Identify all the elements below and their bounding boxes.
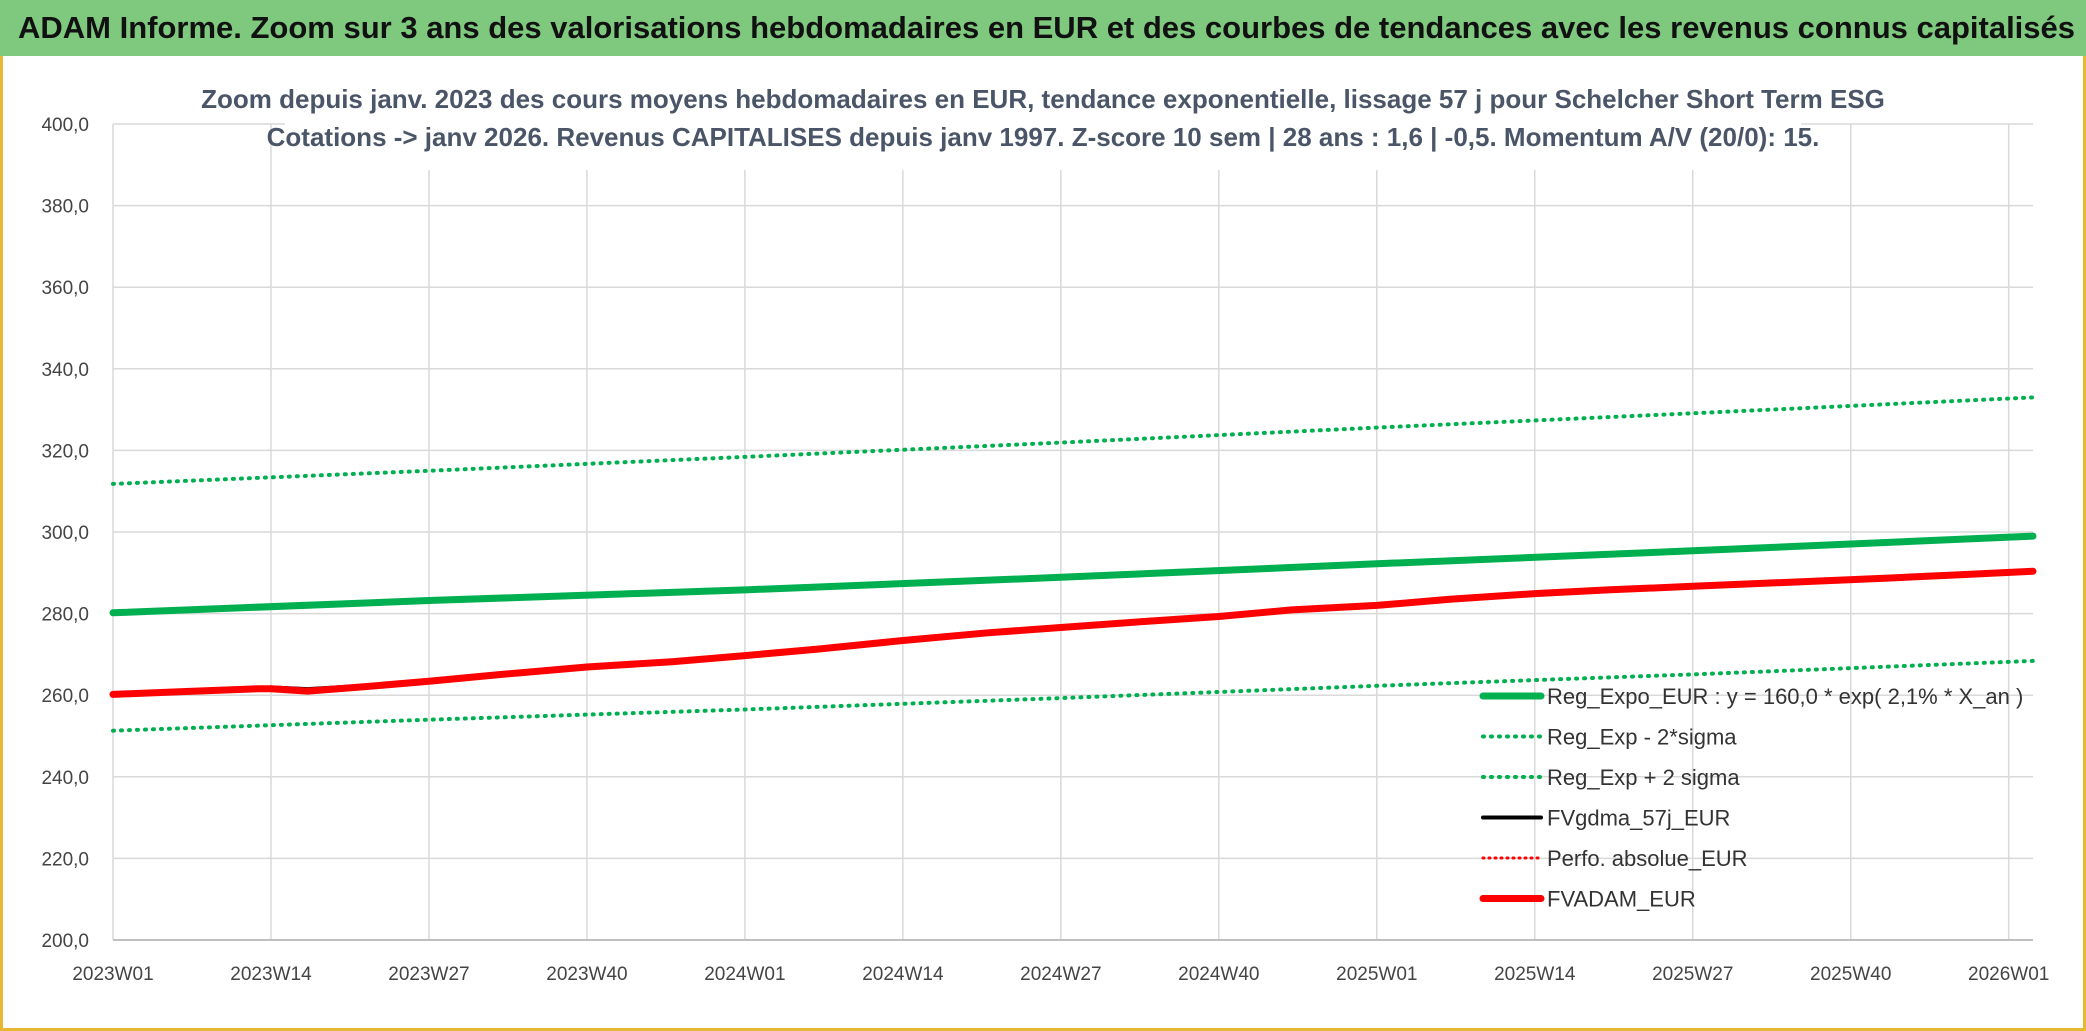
legend: Reg_Expo_EUR : y = 160,0 * exp( 2,1% * X… xyxy=(1479,684,2023,912)
x-tick-label: 2024W27 xyxy=(1020,964,1101,985)
chart-title: Zoom depuis janv. 2023 des cours moyens … xyxy=(201,84,1885,114)
y-tick-label: 340,0 xyxy=(41,360,89,381)
legend-label: FVgdma_57j_EUR xyxy=(1547,806,1730,831)
series-line-3 xyxy=(111,395,2035,486)
x-tick-label: 2025W27 xyxy=(1652,964,1733,985)
legend-label: Reg_Exp + 2 sigma xyxy=(1547,765,1740,790)
x-tick-label: 2026W01 xyxy=(1968,964,2049,985)
chart-frame: 200,0 220,0 240,0 260,0 280,0 300,0 320,0 340,0… xyxy=(0,56,2086,1031)
x-tick-label: 2025W40 xyxy=(1810,964,1891,985)
x-tick-label: 2024W14 xyxy=(862,964,944,985)
y-tick-label: 320,0 xyxy=(41,441,89,462)
series-line-1 xyxy=(109,532,2037,617)
y-tick-label: 360,0 xyxy=(41,278,89,299)
chart-subtitle: Cotations -> janv 2026. Revenus CAPITALI… xyxy=(267,122,1820,152)
line-chart: 200,0 220,0 240,0 260,0 280,0 300,0 320,0 340,0… xyxy=(41,72,2049,985)
legend-label: Reg_Exp - 2*sigma xyxy=(1547,725,1737,750)
y-tick-label: 260,0 xyxy=(41,686,89,707)
report-title: ADAM Informe. Zoom sur 3 ans des valoris… xyxy=(18,10,2076,45)
x-tick-label: 2023W40 xyxy=(546,964,627,985)
series-lines xyxy=(109,395,2037,733)
x-tick-label: 2024W40 xyxy=(1178,964,1259,985)
y-tick-label: 300,0 xyxy=(41,523,89,544)
y-tick-label: 220,0 xyxy=(41,849,89,870)
y-tick-label: 240,0 xyxy=(41,768,89,789)
x-tick-label: 2024W01 xyxy=(704,964,785,985)
report-banner: ADAM Informe. Zoom sur 3 ans des valoris… xyxy=(0,0,2086,56)
x-tick-label: 2025W01 xyxy=(1336,964,1417,985)
x-tick-label: 2023W01 xyxy=(72,964,153,985)
y-tick-label: 400,0 xyxy=(41,115,89,136)
x-tick-label: 2023W14 xyxy=(230,964,312,985)
x-axis-ticks: 2023W01 2023W14 2023W27 2023W40 2024W01 2024W… xyxy=(72,964,2049,985)
legend-label: Perfo. absolue_EUR xyxy=(1547,846,1748,871)
x-tick-label: 2023W27 xyxy=(388,964,469,985)
series-line-6 xyxy=(109,567,2037,698)
x-tick-label: 2025W14 xyxy=(1494,964,1576,985)
y-tick-label: 380,0 xyxy=(41,197,89,218)
legend-label: FVADAM_EUR xyxy=(1547,887,1696,912)
y-tick-label: 280,0 xyxy=(41,605,89,626)
legend-label: Reg_Expo_EUR : y = 160,0 * exp( 2,1% * X… xyxy=(1547,684,2023,709)
chart-title-box: Zoom depuis janv. 2023 des cours moyens … xyxy=(201,72,1885,170)
y-axis-ticks: 200,0 220,0 240,0 260,0 280,0 300,0 320,0 340,0… xyxy=(41,115,89,952)
y-tick-label: 200,0 xyxy=(41,931,89,952)
